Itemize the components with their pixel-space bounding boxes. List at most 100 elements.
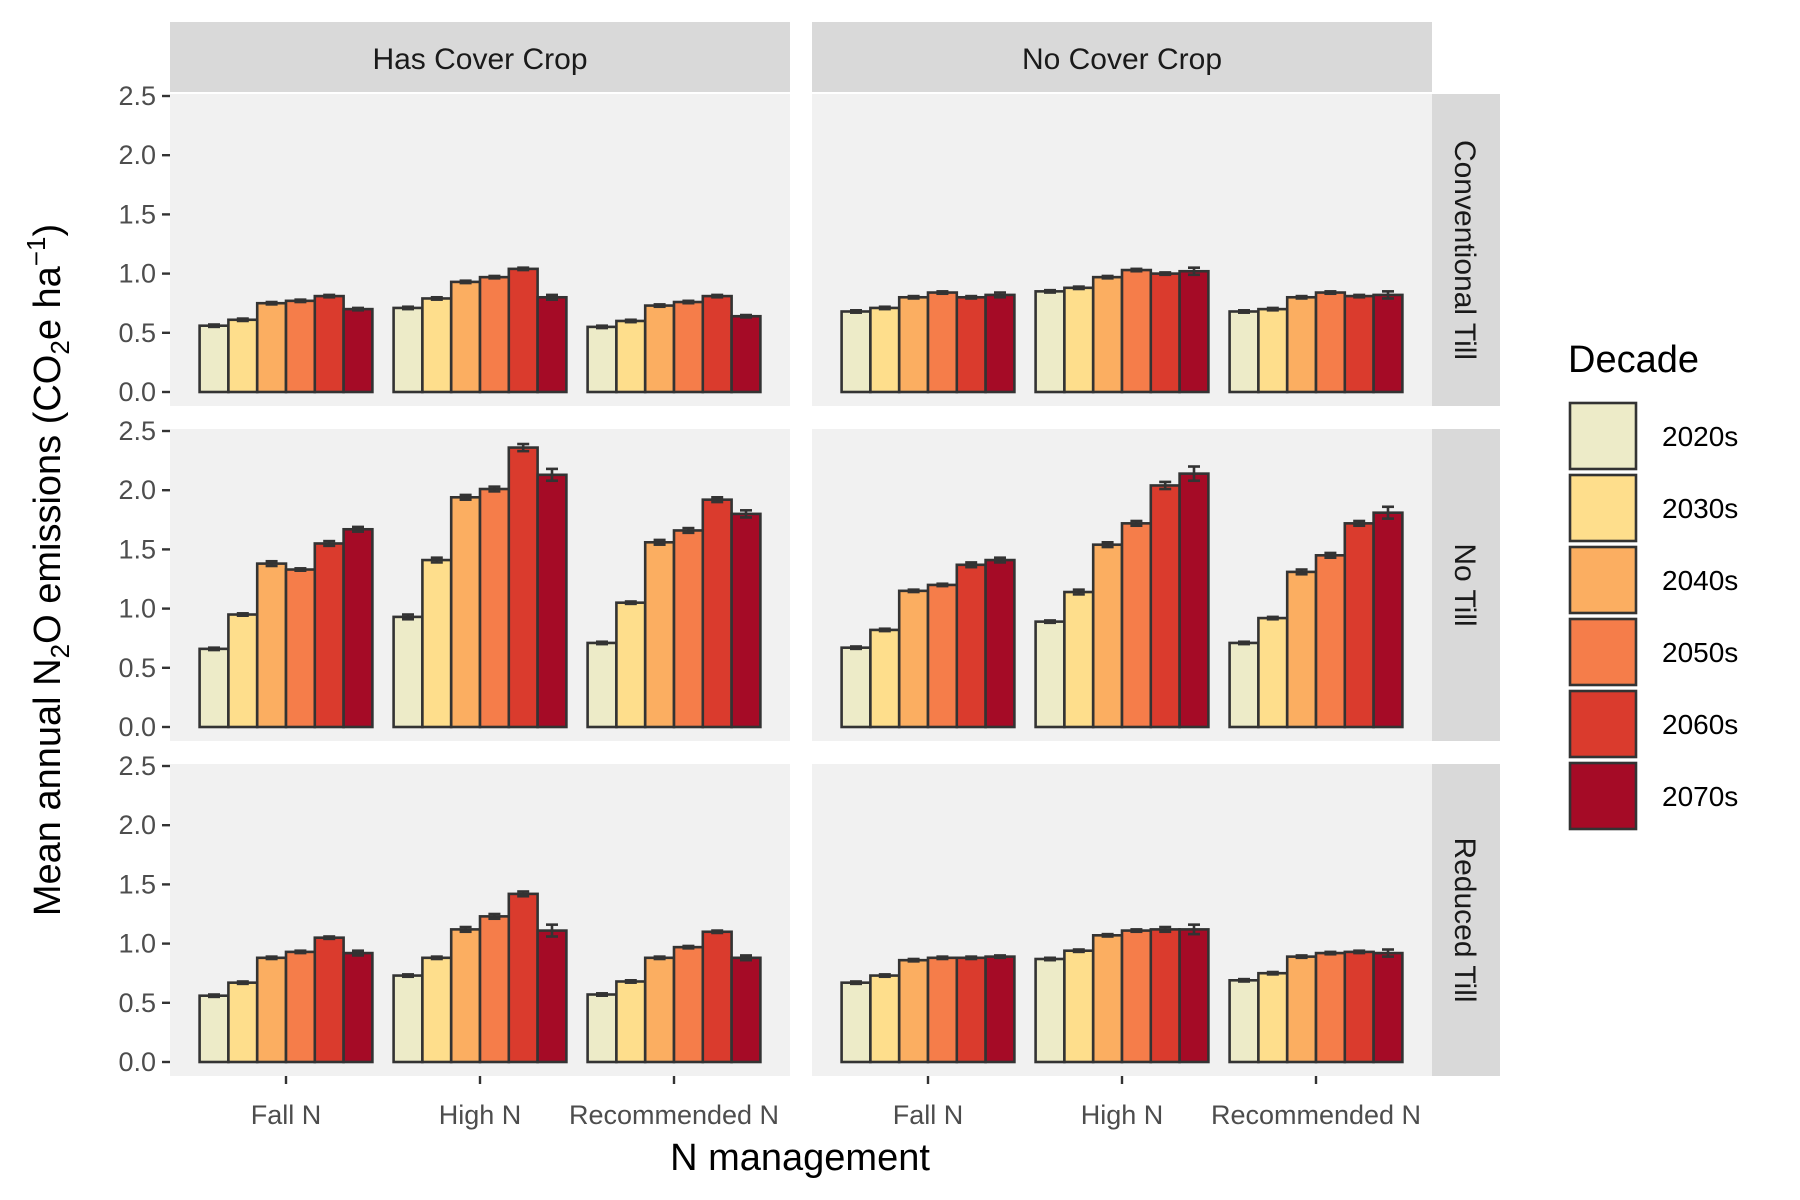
strips-layer: Has Cover Crop No Cover Crop Conventional … <box>170 22 1500 1076</box>
strip-row-reduced-till: Reduced Till <box>1432 764 1500 1076</box>
legend-swatch <box>1568 473 1638 543</box>
y-tick-label: 0.0 <box>118 712 156 742</box>
error-bar <box>936 955 949 961</box>
bar <box>449 280 482 394</box>
bar <box>1285 570 1318 729</box>
error-bar <box>1159 271 1172 277</box>
bar <box>227 318 259 394</box>
bar <box>1372 951 1404 1064</box>
bar <box>984 955 1016 1064</box>
error-bar <box>850 980 862 986</box>
bar <box>897 958 930 1064</box>
legend-item-2040s: 2040s <box>1568 545 1738 615</box>
error-bar <box>236 612 249 618</box>
error-bar <box>1130 519 1143 528</box>
error-bar <box>546 467 558 483</box>
error-bar <box>1353 293 1366 299</box>
legend-label: 2060s <box>1662 709 1738 740</box>
bar <box>255 301 288 394</box>
bar <box>478 275 511 394</box>
error-bar <box>1382 505 1394 520</box>
bar <box>926 291 959 394</box>
error-bar <box>236 980 249 986</box>
x-tick-label: Fall N <box>251 1100 322 1130</box>
bar <box>1034 290 1066 394</box>
error-bar <box>711 496 724 504</box>
strip-col-no-cover-crop: No Cover Crop <box>812 22 1432 92</box>
x-tick-label: High N <box>1081 1100 1164 1130</box>
legend-item-2030s: 2030s <box>1568 473 1738 543</box>
error-bar <box>517 266 530 272</box>
y-tick-label: 2.0 <box>118 140 156 170</box>
bar <box>1257 616 1289 729</box>
error-bar <box>740 954 752 962</box>
error-bar <box>1044 956 1056 962</box>
y-tick-label: 2.5 <box>118 81 156 111</box>
bar <box>1314 291 1347 394</box>
error-bar <box>740 509 752 519</box>
legend-item-2050s: 2050s <box>1568 617 1738 687</box>
legend-swatch <box>1568 545 1638 615</box>
y-tick-label: 0.5 <box>118 318 156 348</box>
error-bar <box>653 303 666 309</box>
error-bar <box>596 992 608 997</box>
error-bar <box>459 925 472 934</box>
bar <box>536 473 568 729</box>
error-bar <box>488 912 501 921</box>
bar <box>1343 294 1375 394</box>
error-bar <box>653 955 666 961</box>
error-bar <box>1266 615 1279 621</box>
y-tick-label: 2.5 <box>118 751 156 781</box>
error-bar <box>965 294 978 300</box>
error-bar <box>294 949 307 955</box>
bar <box>1285 955 1318 1064</box>
error-bar <box>236 317 249 323</box>
error-bar <box>1188 266 1200 277</box>
legend-label: 2040s <box>1662 565 1738 596</box>
bar <box>1178 472 1210 729</box>
error-bar <box>402 973 414 979</box>
error-bar <box>1044 619 1056 625</box>
strip-row-no-till: No Till <box>1432 429 1500 741</box>
legend-label: 2070s <box>1662 781 1738 812</box>
legend-item-2070s: 2070s <box>1568 761 1738 831</box>
bar <box>255 562 288 729</box>
bar <box>869 974 901 1064</box>
bar <box>198 324 230 394</box>
panel-no-till-no-cover-crop <box>812 429 1432 741</box>
bar <box>536 929 568 1064</box>
bar <box>1257 971 1289 1064</box>
error-bar <box>1101 540 1114 549</box>
bar <box>586 993 618 1064</box>
error-bar <box>1238 640 1250 646</box>
bar <box>342 951 374 1064</box>
bar <box>926 956 959 1064</box>
y-tick-label: 1.0 <box>118 594 156 624</box>
bar <box>198 647 230 729</box>
error-bar <box>323 539 336 548</box>
error-bar <box>965 561 978 569</box>
bar <box>1343 950 1375 1064</box>
bar <box>255 956 288 1064</box>
bar <box>586 641 618 729</box>
legend-swatch <box>1568 761 1638 831</box>
y-tick-label: 1.5 <box>118 869 156 899</box>
bar <box>1034 620 1066 729</box>
error-bar <box>208 646 220 652</box>
error-bar <box>546 923 558 938</box>
bar <box>1228 310 1260 394</box>
bar <box>507 892 539 1064</box>
bar <box>672 300 705 394</box>
bar <box>478 915 511 1064</box>
error-bar <box>907 294 920 300</box>
bar <box>955 956 987 1064</box>
error-bar <box>1101 274 1114 280</box>
error-bar <box>682 526 695 535</box>
error-bar <box>517 442 530 453</box>
error-bar <box>1295 294 1308 300</box>
bar <box>730 512 762 729</box>
error-bar <box>1072 285 1085 291</box>
strip-background <box>170 22 790 92</box>
error-bar <box>740 313 752 319</box>
bar <box>955 563 987 729</box>
